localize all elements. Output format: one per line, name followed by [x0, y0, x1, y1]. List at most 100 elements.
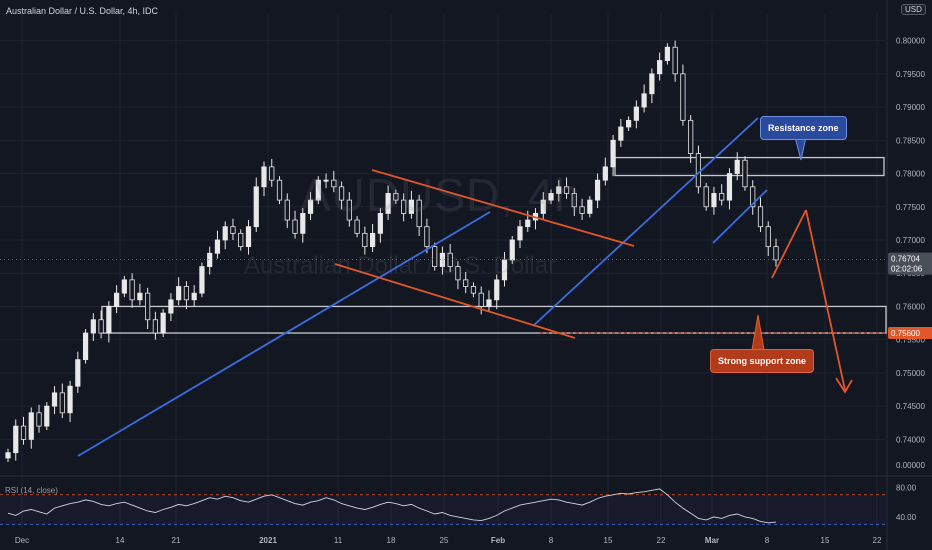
- support-price-tag: [888, 327, 932, 340]
- candle-body: [478, 292, 484, 307]
- candle-body: [36, 412, 42, 427]
- candle-body: [408, 199, 414, 214]
- candle-body: [82, 332, 89, 361]
- candle-body: [98, 319, 104, 334]
- y-tick-label: 0.77000: [896, 236, 925, 245]
- candle-body: [90, 319, 96, 334]
- candle-body: [222, 226, 228, 241]
- x-tick-label: Feb: [491, 536, 505, 545]
- candle-body: [44, 405, 50, 427]
- x-tick-label: 25: [440, 536, 449, 545]
- blue-trendline-short: [712, 189, 768, 244]
- x-tick-label: Mar: [705, 536, 719, 545]
- x-tick-label: 15: [604, 536, 613, 545]
- rsi-tick-label: 40.00: [896, 513, 917, 522]
- candle-body: [540, 199, 546, 214]
- projection-up: [771, 209, 807, 279]
- candle-body: [711, 193, 717, 208]
- x-tick-label: 22: [873, 536, 882, 545]
- y-tick-label: 0.75500: [896, 336, 925, 345]
- candle-body: [67, 385, 73, 414]
- candle-body: [28, 412, 34, 440]
- candle-body: [354, 219, 360, 234]
- candle-body: [191, 292, 197, 301]
- candle-body: [556, 186, 562, 194]
- y-tick-label: 0.78500: [896, 136, 925, 145]
- candle-body: [401, 199, 407, 214]
- candle-body: [152, 319, 158, 334]
- candle-body: [331, 179, 337, 188]
- candle-body: [626, 119, 632, 128]
- candle-body: [75, 359, 81, 387]
- x-tick-label: Dec: [15, 536, 29, 545]
- candle-body: [370, 232, 376, 248]
- candle-body: [300, 212, 306, 234]
- candle-body: [253, 186, 259, 228]
- candle-body: [571, 193, 577, 208]
- candle-body: [633, 106, 639, 121]
- trendlines: [77, 117, 853, 457]
- y-tick-label: 0.77500: [896, 203, 925, 212]
- candle-body: [757, 206, 764, 228]
- candle-body: [114, 292, 120, 307]
- candle-body: [137, 292, 143, 301]
- orange-channel-bottom: [334, 263, 576, 339]
- y-tick-label: 0.79500: [896, 70, 925, 79]
- candle-body: [183, 286, 190, 301]
- projection-down: [805, 209, 846, 391]
- candle-body: [525, 219, 531, 228]
- candle-body: [13, 425, 19, 454]
- candle-body: [734, 159, 740, 174]
- symbol-title: Australian Dollar / U.S. Dollar, 4h, IDC: [6, 6, 159, 16]
- candle-body: [424, 226, 430, 248]
- x-tick-label: 21: [172, 536, 181, 545]
- candle-body: [750, 186, 756, 208]
- rsi-line: [7, 488, 777, 524]
- candle-body: [594, 179, 601, 201]
- x-tick-label: 14: [116, 536, 125, 545]
- candle-body: [765, 226, 771, 248]
- y-tick-label: 0.78000: [896, 170, 925, 179]
- x-tick-label: 15: [821, 536, 830, 545]
- candle-body: [261, 166, 267, 188]
- candle-body: [695, 153, 702, 188]
- candle-body: [664, 46, 670, 61]
- y-tick-label: 0.76000: [896, 302, 925, 311]
- support-zone-callout: Strong support zone: [710, 349, 814, 373]
- candle-body: [338, 186, 345, 201]
- x-tick-label: 22: [657, 536, 666, 545]
- blue-trendline-long: [77, 211, 491, 457]
- candle-body: [416, 199, 422, 228]
- x-tick-label: 18: [387, 536, 396, 545]
- candle-body: [773, 246, 779, 261]
- candle-body: [463, 279, 469, 287]
- candle-body: [59, 392, 65, 414]
- candle-body: [168, 299, 174, 314]
- candle-body: [742, 159, 748, 188]
- candle-body: [610, 139, 616, 168]
- support-price-label: 0.75600: [891, 329, 920, 338]
- candle-body: [214, 239, 221, 254]
- candle-body: [688, 119, 694, 154]
- candle-body: [284, 199, 290, 221]
- candle-body: [548, 193, 554, 201]
- candle-body: [703, 186, 709, 208]
- watermark-name: Australian Dollar / U.S. Dollar: [244, 252, 557, 279]
- candle-body: [292, 219, 298, 234]
- candle-body: [207, 252, 213, 267]
- candle-body: [432, 246, 438, 267]
- candle-body: [346, 199, 352, 221]
- candle-body: [121, 279, 127, 294]
- currency-selector[interactable]: USD: [901, 4, 926, 15]
- countdown-label: 02:02:06: [891, 265, 923, 274]
- candle-body: [323, 179, 329, 182]
- candle-body: [5, 452, 11, 459]
- candle-body: [51, 392, 58, 407]
- rsi-tick-label: 80.00: [896, 483, 917, 492]
- y-tick-label: 0.74000: [896, 435, 925, 444]
- candle-body: [307, 199, 314, 214]
- candle-body: [199, 266, 205, 294]
- rsi-indicator-label[interactable]: RSI (14, close): [5, 486, 58, 495]
- candle-body: [618, 126, 624, 141]
